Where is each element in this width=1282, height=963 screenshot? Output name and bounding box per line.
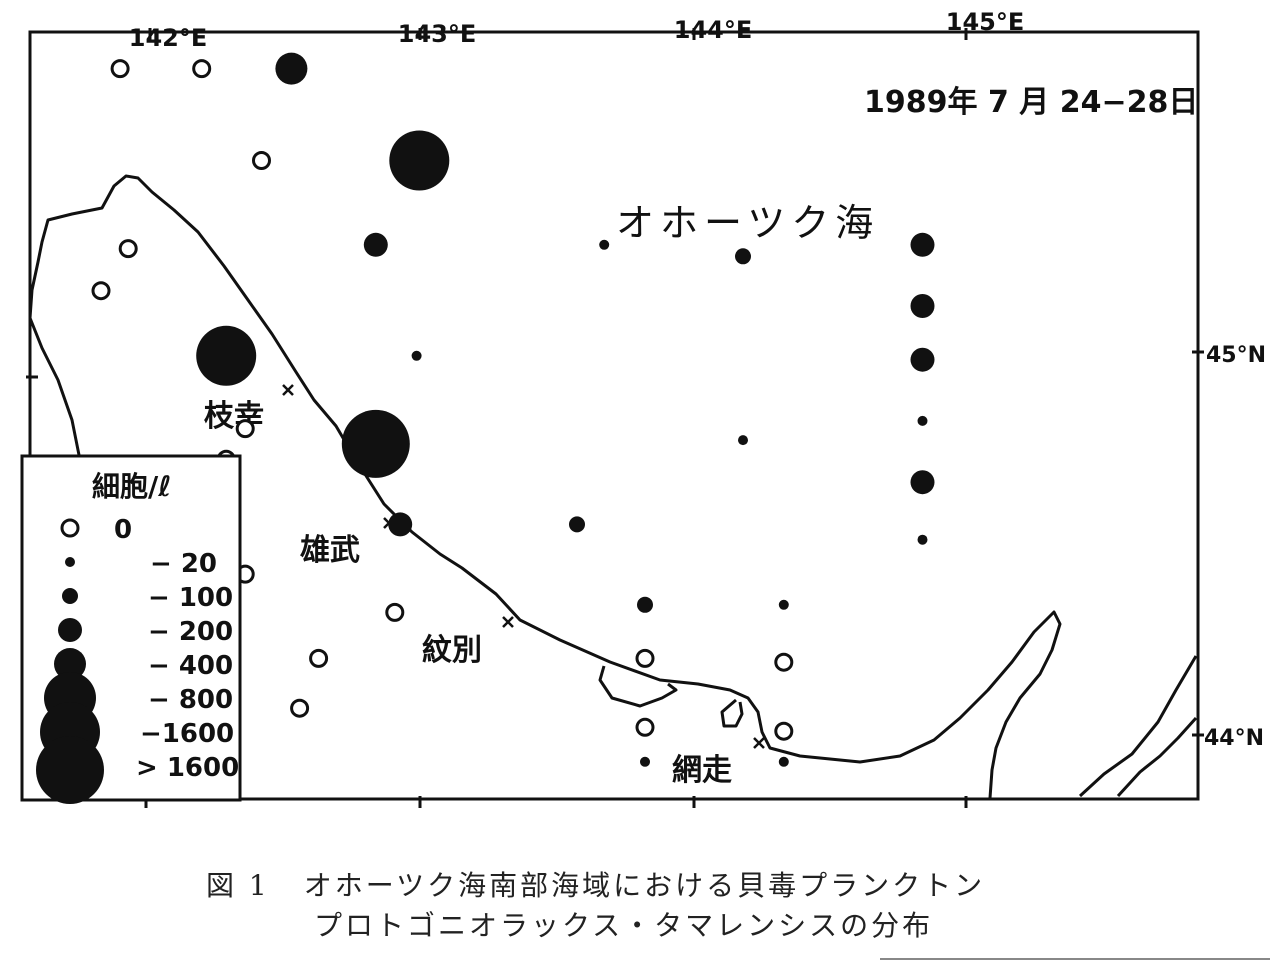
- station-marker-20: [385, 602, 405, 622]
- sea-name-label: オホーツク海: [616, 201, 879, 245]
- place-label-abashiri: 網走: [672, 753, 732, 788]
- port-mark-esashi: [282, 384, 294, 396]
- legend-symbol-3: [58, 618, 82, 642]
- station-marker-16: [388, 512, 413, 537]
- station-marker-3: [252, 151, 271, 170]
- station-marker-32: [910, 294, 935, 318]
- station-marker-5: [118, 239, 138, 259]
- station-marker-25: [774, 652, 794, 672]
- station-marker-30: [778, 756, 789, 767]
- station-marker-35: [910, 470, 935, 495]
- legend-title: 細胞/ℓ: [92, 470, 171, 503]
- station-marker-24: [635, 648, 655, 668]
- legend-label-0: 0: [114, 515, 132, 545]
- station-marker-22: [778, 599, 789, 610]
- legend-label-1600: −1600: [140, 719, 234, 749]
- station-marker-7: [599, 239, 610, 250]
- legend-label-400: − 400: [148, 651, 233, 681]
- station-marker-11: [411, 350, 422, 361]
- lon-label-145: 145°E: [946, 8, 1025, 36]
- coastline-east-1: [1078, 655, 1198, 798]
- lon-label-144: 144°E: [674, 16, 753, 44]
- caption-line-1: 図 1 オホーツク海南部海域における貝毒プランクトン: [206, 866, 985, 906]
- lon-label-143: 143°E: [398, 20, 477, 48]
- station-marker-10: [196, 325, 257, 386]
- coastline-east-2: [1116, 716, 1198, 798]
- legend-symbol-7: [36, 736, 104, 804]
- legend-symbol-1: [65, 557, 75, 567]
- place-label-esashi: 枝幸: [204, 399, 264, 434]
- station-marker-27: [635, 717, 655, 737]
- station-marker-29: [640, 756, 650, 767]
- caption-text-1: オホーツク海南部海域における貝毒プランクトン: [303, 869, 986, 902]
- legend-symbols: [36, 518, 104, 804]
- station-marker-0: [110, 59, 130, 79]
- coastline-saroma-lagoon: [598, 665, 678, 708]
- lat-label-45: 45°N: [1206, 343, 1266, 368]
- station-marker-17: [569, 516, 585, 533]
- station-marker-26: [290, 698, 310, 718]
- bottom-rule: [880, 958, 1270, 960]
- station-marker-36: [917, 534, 928, 545]
- station-marker-4: [389, 130, 450, 191]
- legend-label-over-1600: > 1600: [136, 753, 239, 783]
- station-marker-34: [917, 415, 928, 426]
- station-marker-14: [738, 435, 748, 446]
- legend-label-100: − 100: [148, 583, 233, 613]
- station-marker-6: [363, 232, 388, 257]
- station-marker-13: [341, 409, 410, 478]
- map-frame: [28, 30, 1200, 801]
- station-marker-12: [235, 419, 255, 439]
- caption-line-2: プロトゴニオラックス・タマレンシスの分布: [206, 906, 985, 946]
- station-marker-2: [275, 52, 308, 85]
- legend-symbol-2: [62, 588, 78, 604]
- port-mark-abashiri: [753, 737, 765, 749]
- station-marker-9: [91, 281, 111, 301]
- figure-caption: 図 1 オホーツク海南部海域における貝毒プランクトン プロトゴニオラックス・タマレ…: [206, 866, 985, 946]
- station-marker-1: [192, 59, 212, 79]
- station-marker-31: [910, 232, 935, 257]
- station-marker-28: [774, 721, 794, 741]
- station-marker-8: [735, 248, 751, 265]
- caption-text-2: プロトゴニオラックス・タマレンシスの分布: [314, 909, 934, 942]
- coastline-hokkaido: [28, 174, 1062, 799]
- place-label-oumu: 雄武: [300, 533, 360, 568]
- legend-label-20: − 20: [150, 549, 217, 579]
- coastline-notoro-lake: [720, 698, 744, 728]
- station-marker-23: [309, 648, 329, 668]
- legend-symbol-0: [60, 518, 80, 538]
- legend-label-200: − 200: [148, 617, 233, 647]
- legend-label-800: − 800: [148, 685, 233, 715]
- survey-date-label: 1989年 7 月 24−28日: [864, 85, 1198, 120]
- place-label-monbetsu: 紋別: [422, 633, 482, 668]
- station-markers: [91, 52, 935, 767]
- port-mark-monbetsu: [502, 616, 514, 628]
- figure-number: 図 1: [206, 869, 270, 902]
- legend-symbol-4: [54, 648, 86, 680]
- station-marker-33: [910, 347, 935, 372]
- lat-label-44: 44°N: [1204, 726, 1264, 751]
- station-marker-21: [637, 596, 653, 613]
- lon-label-142: 142°E: [129, 24, 208, 52]
